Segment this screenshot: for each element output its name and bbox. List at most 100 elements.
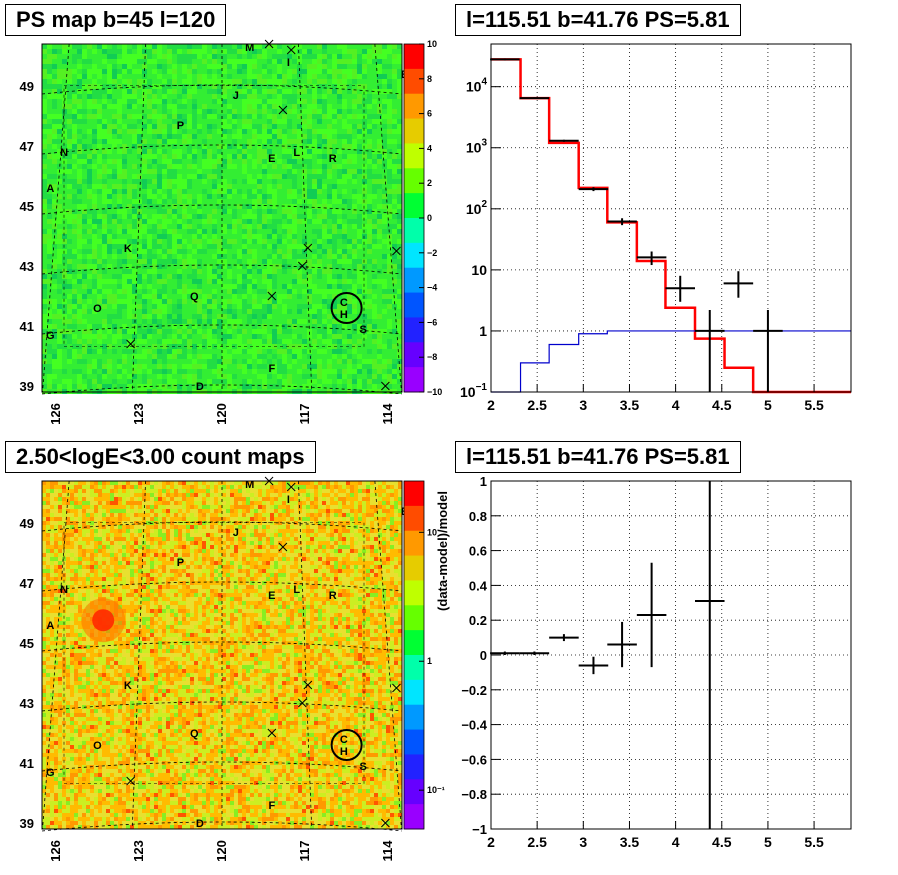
count-x-tick-label: 123 <box>131 840 146 862</box>
ps-y-tick-label: 39 <box>20 379 34 394</box>
count-colorbar-segment <box>404 505 424 532</box>
count-colorbar-segment <box>404 605 424 631</box>
residual-y-tick-label: 0.4 <box>469 578 488 593</box>
ps-x-tick-label: 117 <box>297 404 312 425</box>
count-source-label: J <box>233 527 239 539</box>
residual-y-tick-label: −0.4 <box>461 718 487 733</box>
ps-colorbar-segment <box>404 367 424 393</box>
count-source-cross <box>278 542 288 552</box>
count-source-label: P <box>177 557 184 569</box>
ps-colorbar-tick-label: −8 <box>427 352 437 362</box>
count-region-box <box>63 522 365 785</box>
spectrum-y-tick-label: 103 <box>466 138 488 156</box>
count-source-cross <box>267 728 277 738</box>
count-source-label: N <box>60 584 68 596</box>
residual-y-tick-label: −0.8 <box>461 787 487 802</box>
count-graticule-lon <box>42 480 70 830</box>
ps-source-label: M <box>245 42 254 54</box>
count-source-cross <box>126 776 135 786</box>
count-map-pixels <box>42 481 402 829</box>
ps-source-label: S <box>360 324 367 336</box>
ps-source-cross <box>381 381 390 391</box>
count-graticule-lat <box>41 701 403 712</box>
spectrum-x-tick-label: 2 <box>487 397 495 413</box>
count-source-label: S <box>360 761 367 773</box>
count-y-tick-label: 47 <box>20 576 34 591</box>
ps-colorbar-tick-label: −6 <box>427 317 437 327</box>
count-colorbar-tick-label: 10 <box>427 527 437 537</box>
count-y-tick-label: 49 <box>20 516 34 531</box>
count-source-label: I <box>287 494 290 506</box>
spectrum-frame <box>490 43 852 393</box>
count-source-cross <box>297 698 307 708</box>
count-colorbar-segment <box>404 729 424 755</box>
spectrum-y-tick-label: 1 <box>479 323 487 339</box>
ps-source-circle <box>330 292 363 324</box>
ps-colorbar-segment <box>404 317 424 343</box>
spectrum-x-tick-label: 3 <box>579 397 587 413</box>
ps-source-cross <box>303 243 313 253</box>
spectrum-model-step <box>491 58 851 394</box>
residual-y-tick-label: −1 <box>472 822 487 837</box>
ps-graticule-lon <box>131 43 146 393</box>
count-colorbar-frame <box>403 480 425 830</box>
ps-colorbar-segment <box>404 68 424 95</box>
count-source-cross <box>392 683 401 693</box>
count-source-label: L <box>293 584 300 596</box>
count-map-title: 2.50<logE<3.00 count maps <box>5 441 316 473</box>
ps-colorbar-tick-label: 0 <box>427 213 432 223</box>
ps-colorbar-segment <box>404 143 424 169</box>
residual-x-tick-label: 5 <box>764 834 772 850</box>
count-source-circle <box>330 729 363 761</box>
count-source-cross <box>286 482 296 492</box>
ps-source-cross <box>126 339 135 349</box>
ps-graticule-lon <box>42 43 70 393</box>
count-x-tick-label: 120 <box>214 840 229 862</box>
ps-source-label: K <box>124 243 132 255</box>
ps-graticule-lat <box>41 324 403 335</box>
count-graticule-lon <box>374 480 402 830</box>
count-map-pixels <box>42 481 402 829</box>
count-y-tick-label: 45 <box>20 636 34 651</box>
residual-x-tick-label: 2.5 <box>527 834 547 850</box>
count-y-tick-label: 43 <box>20 696 34 711</box>
ps-source-label: H <box>340 309 348 321</box>
spectrum-x-tick-label: 5 <box>764 397 772 413</box>
ps-source-label: O <box>93 303 102 315</box>
ps-source-label: P <box>177 120 184 132</box>
ps-source-cross <box>297 261 307 271</box>
count-colorbar-tick-label: 10⁻¹ <box>427 785 445 795</box>
ps-source-label: I <box>287 57 290 69</box>
residual-x-tick-label: 2 <box>487 834 495 850</box>
spectrum-plot-bg <box>491 44 851 392</box>
count-colorbar-segment <box>404 804 424 830</box>
ps-graticule-lat <box>41 264 403 275</box>
count-colorbar-segment <box>404 630 424 656</box>
count-colorbar-segment <box>404 530 424 557</box>
count-source-label: A <box>46 620 54 632</box>
ps-source-cross <box>264 39 274 49</box>
count-source-label: H <box>340 746 348 758</box>
count-graticule-lat <box>41 641 403 652</box>
ps-x-tick-label: 114 <box>380 403 395 425</box>
ps-map-title: PS map b=45 l=120 <box>5 4 227 36</box>
spectrum-y-tick-label: 102 <box>466 199 488 217</box>
ps-colorbar-tick-label: 2 <box>427 178 432 188</box>
ps-source-label: J <box>233 90 239 102</box>
residual-y-tick-label: 0 <box>480 648 487 663</box>
ps-colorbar-segment <box>404 292 424 318</box>
ps-colorbar-segment <box>404 168 424 194</box>
ps-source-label: R <box>329 153 337 165</box>
count-colorbar-segment <box>404 754 424 780</box>
count-y-tick-label: 39 <box>20 816 34 831</box>
count-map-area: MIBJPNELRAKQOCHSGFD126123120117114494745… <box>20 476 445 862</box>
count-source-label: M <box>245 479 254 491</box>
ps-x-tick-label: 120 <box>214 403 229 425</box>
residual-plot: 2 2.5 3 3.5 4 4.5 5 5.5 1 0.8 0.6 0.4 0.2 0 −0.2 −0.4 −0… <box>435 474 852 850</box>
ps-colorbar-tick-label: 10 <box>427 39 437 49</box>
count-source-label: G <box>46 767 55 779</box>
ps-graticule-lon <box>298 43 313 393</box>
ps-y-tick-label: 45 <box>20 199 34 214</box>
ps-colorbar-tick-label: −10 <box>427 387 442 397</box>
